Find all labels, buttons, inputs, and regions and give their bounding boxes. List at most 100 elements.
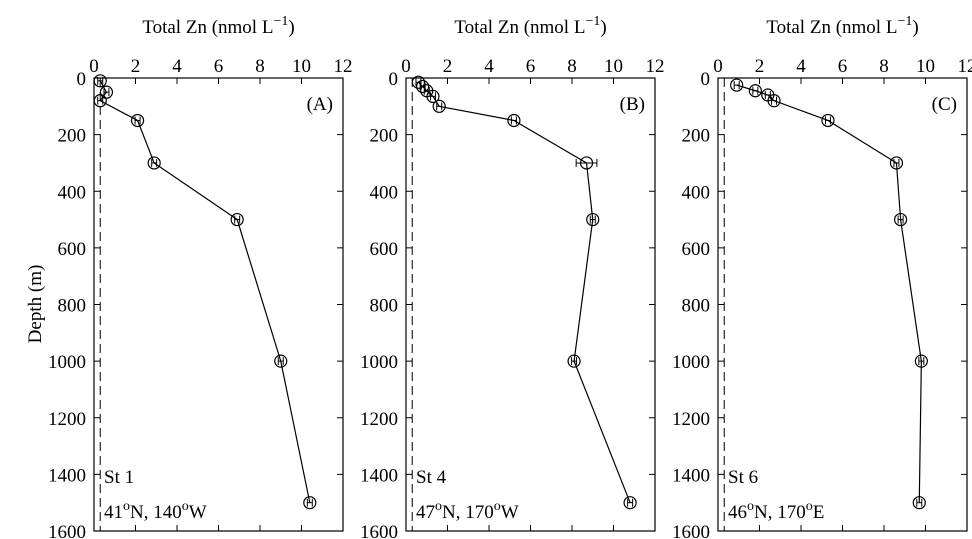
- station-name: St 4: [416, 467, 447, 488]
- y-tick-label: 1400: [48, 465, 86, 486]
- x-axis-title-close: ): [288, 17, 294, 38]
- x-tick-label: 2: [443, 56, 453, 77]
- station-lat-dir: N, 170: [442, 502, 494, 523]
- x-axis-title-superscript: −1: [273, 14, 288, 29]
- x-tick-label: 4: [796, 56, 806, 77]
- plot-frame: [717, 77, 968, 532]
- x-tick-label: 6: [526, 56, 536, 77]
- y-tick-label: 1600: [360, 522, 398, 539]
- y-tick-label: 600: [370, 239, 399, 260]
- x-tick-label: 12: [958, 56, 972, 77]
- data-point-marker: [567, 354, 581, 368]
- x-axis-title-base: Total Zn (nmol L: [766, 17, 897, 38]
- x-tick-label: 10: [916, 56, 935, 77]
- y-tick-label: 0: [701, 69, 711, 90]
- x-tick-label: 2: [755, 56, 765, 77]
- y-tick-label: 1400: [360, 465, 398, 486]
- data-point-marker: [303, 496, 317, 510]
- y-tick-label: 600: [682, 239, 711, 260]
- zn-profile-line: [736, 84, 922, 503]
- data-point-marker: [821, 113, 835, 128]
- y-tick-label: 800: [682, 296, 711, 317]
- station-lat-value: 46: [728, 502, 747, 523]
- x-tick-label: 12: [334, 56, 353, 77]
- data-point-marker: [274, 354, 288, 368]
- y-tick-label: 1400: [672, 465, 710, 486]
- plot-frame: [405, 77, 656, 532]
- degree-superscript: o: [435, 499, 442, 514]
- plot-frame: [93, 77, 344, 532]
- panels: 0 2 4 6 8 10 1202004006008001000120014001600To…: [48, 14, 972, 539]
- station-name: St 1: [104, 467, 134, 488]
- panel-tag: (A): [307, 94, 333, 115]
- panel-tag: (C): [932, 94, 957, 115]
- data-point-marker: [147, 156, 161, 170]
- y-tick-label: 1600: [672, 522, 710, 539]
- y-tick-label: 200: [370, 126, 399, 147]
- station-lat-value: 47: [416, 502, 435, 523]
- degree-superscript: o: [747, 499, 754, 514]
- panel-tag: (B): [620, 94, 645, 115]
- x-axis-title-close: ): [912, 17, 918, 38]
- data-point-marker: [889, 156, 904, 170]
- degree-superscript: o: [123, 499, 130, 514]
- x-tick-label: 10: [604, 56, 623, 77]
- station-lon-dir: W: [189, 502, 207, 523]
- station-lon-dir: E: [813, 502, 825, 523]
- data-point-marker: [767, 94, 781, 108]
- y-tick-label: 200: [682, 126, 711, 147]
- y-tick-label: 400: [682, 182, 711, 203]
- data-point-marker: [99, 85, 114, 99]
- station-coordinates: 46oN, 170oE: [728, 499, 824, 523]
- x-tick-label: 6: [214, 56, 224, 77]
- x-tick-label: 8: [879, 56, 889, 77]
- x-tick-label: 2: [131, 56, 141, 77]
- y-tick-label: 0: [77, 69, 87, 90]
- station-name: St 6: [728, 467, 758, 488]
- degree-superscript: o: [806, 499, 813, 514]
- x-axis-title-superscript: −1: [585, 14, 600, 29]
- y-tick-label: 0: [389, 69, 399, 90]
- zn-profile-line: [418, 81, 631, 503]
- x-tick-label: 8: [567, 56, 577, 77]
- data-point-marker: [914, 354, 928, 368]
- station-coordinates: 41oN, 140oW: [104, 499, 207, 523]
- x-axis-title-base: Total Zn (nmol L: [142, 17, 273, 38]
- x-tick-label: 12: [646, 56, 665, 77]
- y-tick-label: 1000: [360, 352, 398, 373]
- y-tick-label: 800: [58, 296, 87, 317]
- x-tick-label: 4: [172, 56, 182, 77]
- y-tick-label: 400: [370, 182, 399, 203]
- x-tick-label: 4: [484, 56, 494, 77]
- station-lat-dir: N, 170: [754, 502, 806, 523]
- panel-2: 0 2 4 6 8 10 12 0 200 400 600 800 1000 1200 1400 1600 To…: [360, 14, 665, 539]
- data-point-marker: [579, 156, 594, 170]
- station-lat-dir: N, 140: [130, 502, 182, 523]
- y-tick-label: 800: [370, 296, 399, 317]
- x-axis-title: Total Zn (nmol L−1): [142, 14, 294, 38]
- station-lat-value: 41: [104, 502, 123, 523]
- data-point-marker: [416, 79, 430, 94]
- x-tick-label: 0: [89, 56, 99, 77]
- data-point-marker: [748, 84, 762, 98]
- degree-superscript: o: [494, 499, 501, 514]
- data-point-marker: [426, 89, 440, 104]
- y-tick-label: 1200: [360, 409, 398, 430]
- x-tick-label: 6: [838, 56, 848, 77]
- y-tick-label: 1200: [48, 409, 86, 430]
- x-tick-label: 8: [255, 56, 265, 77]
- y-tick-label: 1000: [672, 352, 710, 373]
- x-tick-label: 0: [713, 56, 723, 77]
- degree-superscript: o: [182, 499, 189, 514]
- data-point-marker: [93, 94, 107, 108]
- y-tick-label: 1000: [48, 352, 86, 373]
- data-point-marker: [623, 496, 637, 510]
- data-point-marker: [586, 212, 600, 227]
- data-point-marker: [130, 113, 145, 128]
- x-axis-title-close: ): [600, 17, 606, 38]
- y-tick-label: 1600: [48, 522, 86, 539]
- x-axis-title-base: Total Zn (nmol L: [454, 17, 585, 38]
- data-point-marker: [432, 99, 446, 113]
- station-lon-dir: W: [501, 502, 519, 523]
